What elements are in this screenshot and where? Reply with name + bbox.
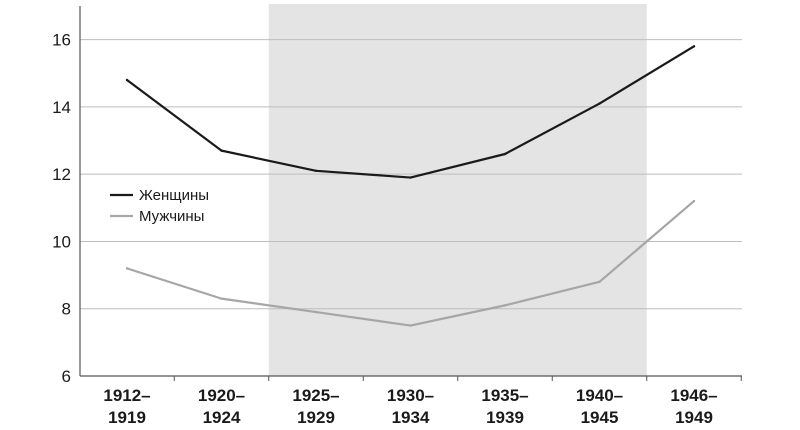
x-tick-label-line: 1920– xyxy=(198,386,245,405)
x-tick-label-line: 1919 xyxy=(108,408,146,427)
legend-label: Мужчины xyxy=(139,208,204,225)
data-point xyxy=(125,267,129,270)
legend-label: Женщины xyxy=(139,187,209,204)
y-tick-label: 6 xyxy=(62,367,71,386)
x-tick-label-line: 1925– xyxy=(292,386,339,405)
x-tick-label: 1940– 1945 xyxy=(576,386,623,427)
data-point xyxy=(409,324,412,327)
data-point xyxy=(314,310,318,314)
x-tick-label-line: 1945 xyxy=(581,408,619,427)
x-tick-label-line: 1934 xyxy=(392,408,430,427)
data-point xyxy=(125,78,129,82)
x-tick-label: 1925– 1929 xyxy=(292,386,339,427)
y-tick-label: 16 xyxy=(52,31,71,50)
y-tick-label: 12 xyxy=(52,165,71,184)
y-tick-label: 10 xyxy=(52,232,71,251)
legend: Женщины Мужчины xyxy=(110,187,209,225)
y-tick-label: 8 xyxy=(62,300,71,319)
data-point xyxy=(220,149,223,152)
data-point xyxy=(409,176,412,179)
x-tick-label-line: 1946– xyxy=(670,386,717,405)
data-point xyxy=(220,297,223,300)
shaded-period xyxy=(268,4,647,376)
data-point xyxy=(314,169,318,173)
x-tick-label-line: 1924 xyxy=(203,408,241,427)
x-tick-label: 1912– 1919 xyxy=(103,386,150,427)
data-point xyxy=(598,102,601,105)
y-tick-label: 14 xyxy=(52,98,71,117)
x-tick-label: 1920– 1924 xyxy=(198,386,245,427)
x-tick-label-line: 1929 xyxy=(297,408,335,427)
x-tick-label-line: 1940– xyxy=(576,386,623,405)
gridlines xyxy=(80,39,742,310)
data-point xyxy=(503,304,507,307)
x-tick-label: 1930– 1934 xyxy=(387,386,434,427)
x-tick-label-line: 1912– xyxy=(103,386,150,405)
y-tick-labels: 6 8 10 12 14 16 xyxy=(52,31,71,386)
series-lines xyxy=(125,45,696,327)
shaded-period-rect xyxy=(268,4,647,376)
axes xyxy=(79,6,742,381)
x-tick-label-line: 1949 xyxy=(675,408,713,427)
x-tick-label-line: 1939 xyxy=(486,408,524,427)
data-point xyxy=(598,280,601,284)
x-tick-label: 1935– 1939 xyxy=(481,386,528,427)
data-point xyxy=(692,199,696,203)
data-point xyxy=(692,45,696,48)
data-point xyxy=(503,152,507,156)
x-tick-labels: 1912– 1919 1920– 1924 1925– 1929 1930– 1934 1935… xyxy=(103,386,717,427)
x-tick-label-line: 1935– xyxy=(481,386,528,405)
x-tick-label-line: 1930– xyxy=(387,386,434,405)
x-tick-label: 1946– 1949 xyxy=(670,386,717,427)
